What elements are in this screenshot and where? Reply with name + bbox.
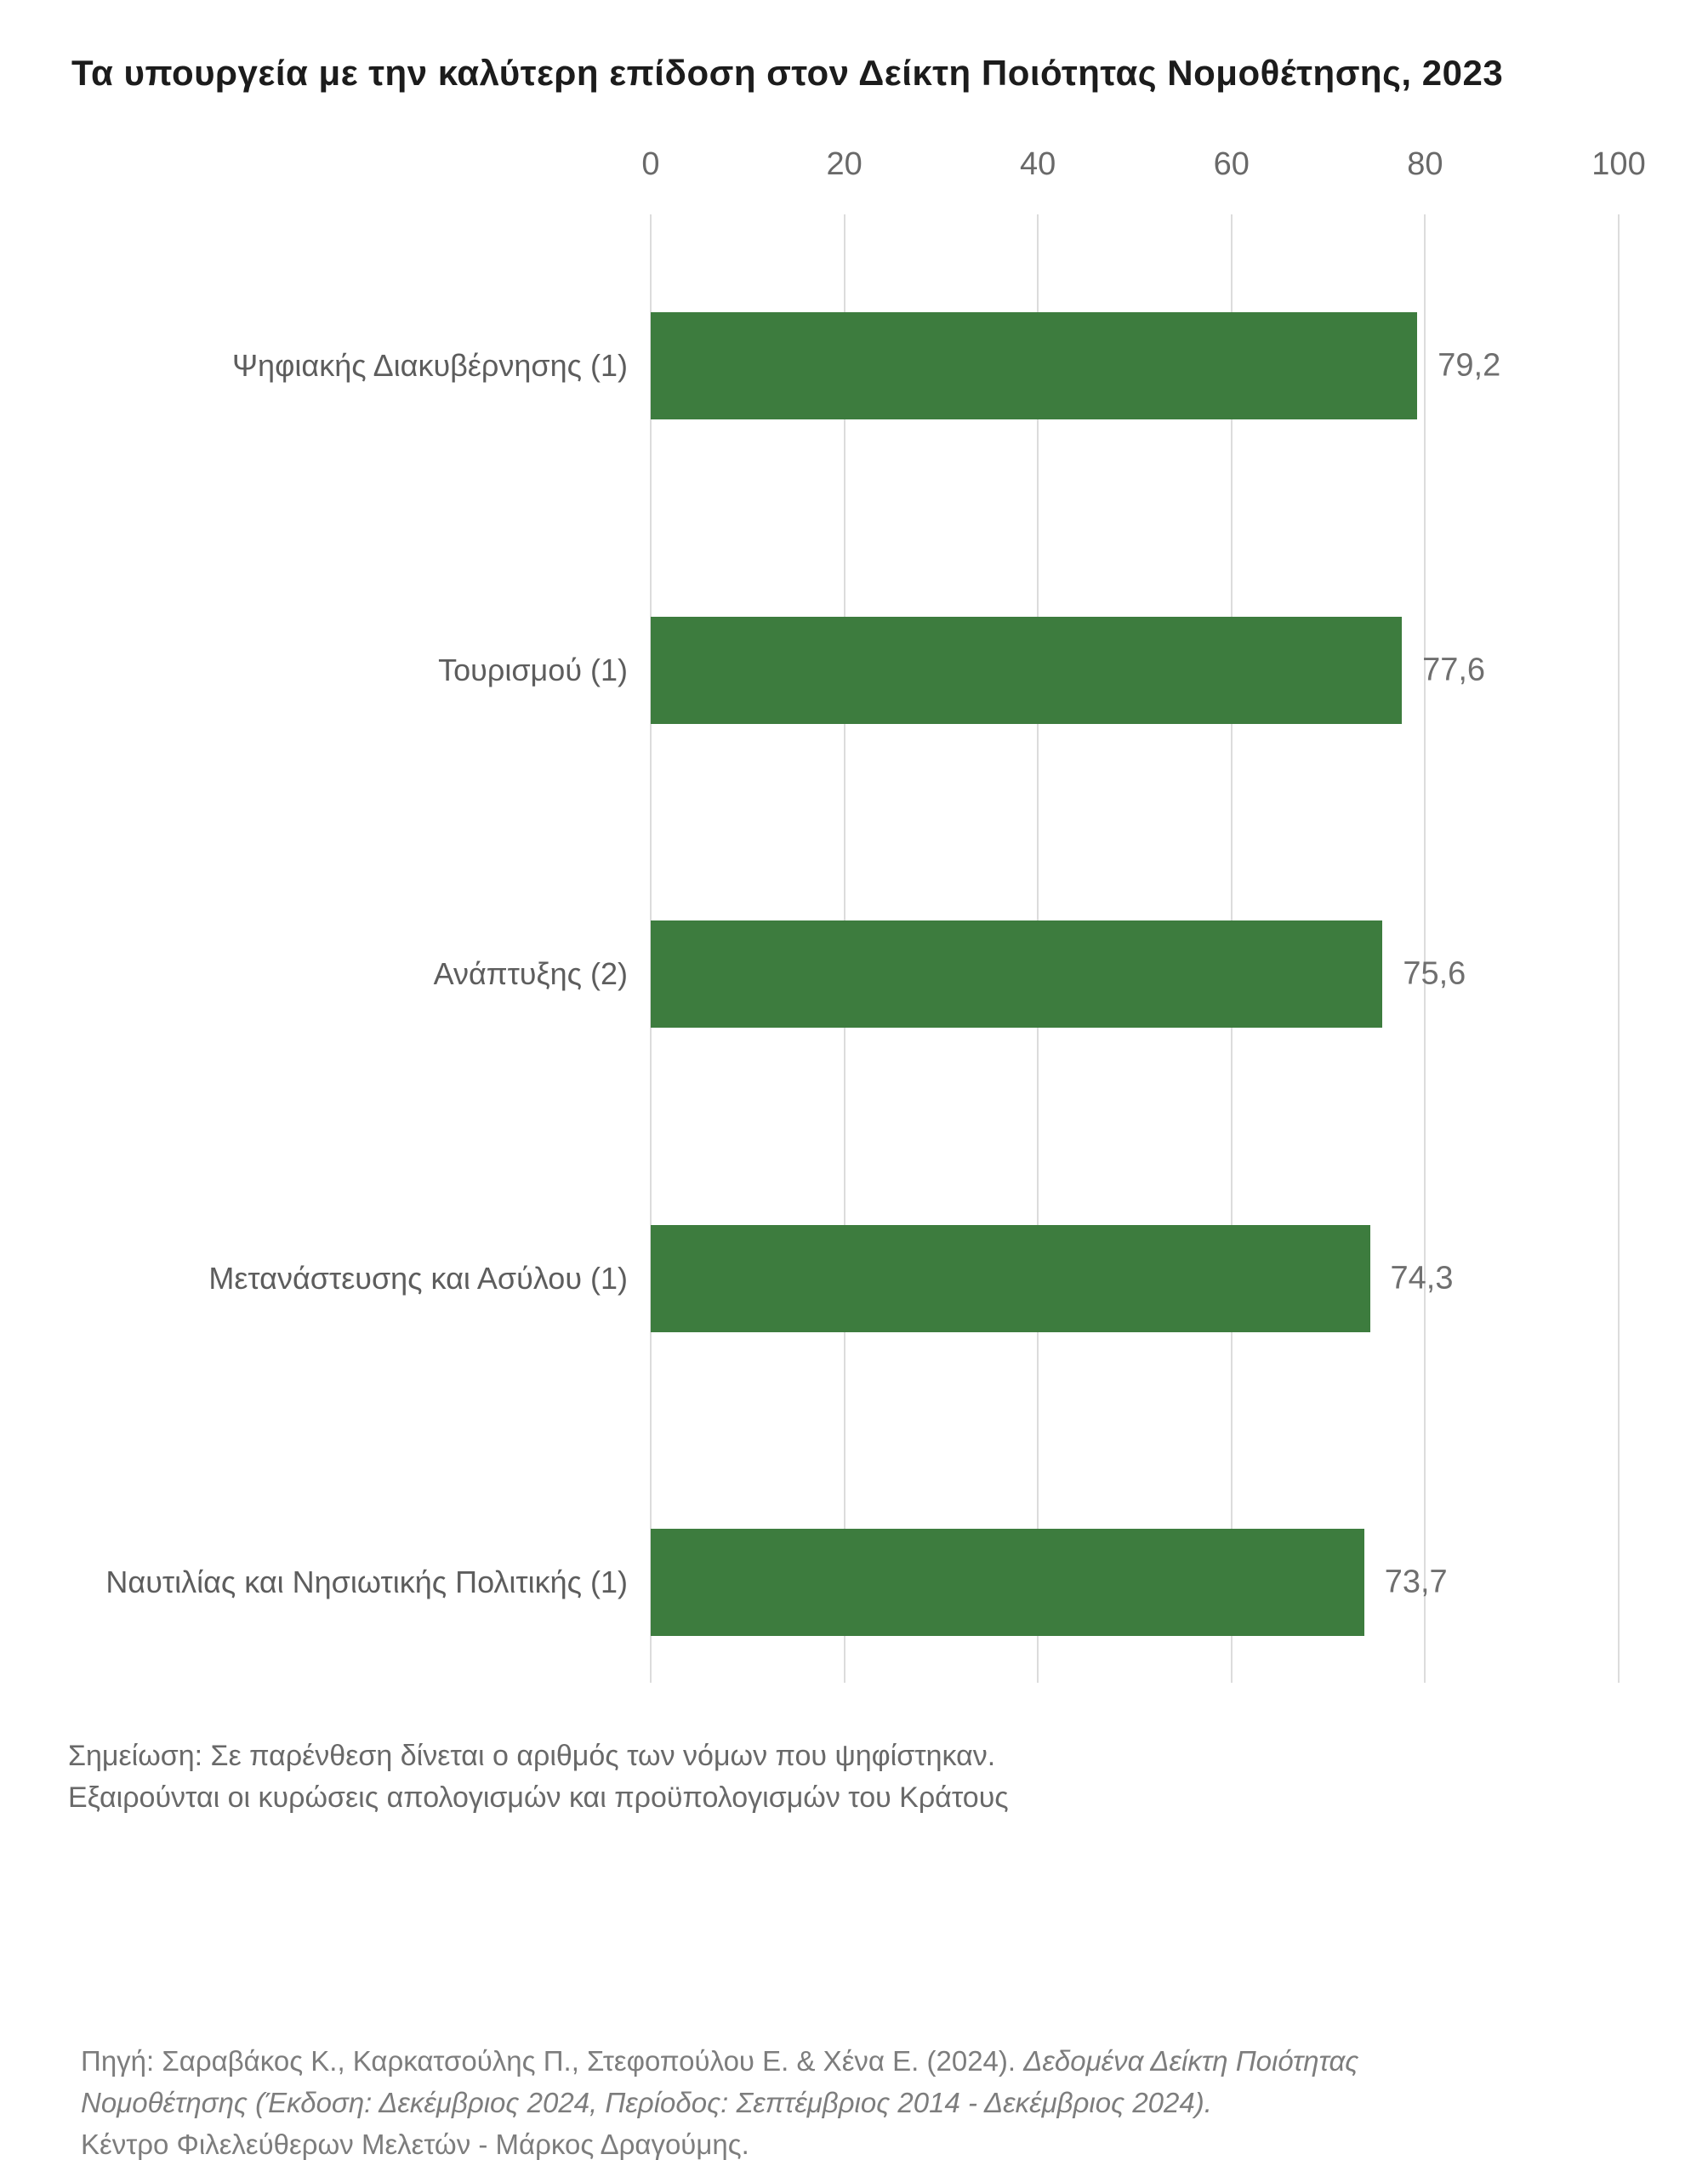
category-label: Τουρισμού (1) [438,652,628,687]
gridline-100 [1618,214,1620,1683]
x-tick-label-20: 20 [826,146,863,182]
x-tick-label-80: 80 [1407,146,1443,182]
note-line-1: Σημείωση: Σε παρένθεση δίνεται ο αριθμός… [68,1740,996,1772]
bar [651,1529,1364,1637]
gridline-80 [1424,214,1426,1683]
category-label: Ναυτιλίας και Νησιωτικής Πολιτικής (1) [105,1564,628,1600]
source-prefix: Πηγή: Σαραβάκος Κ., Καρκατσούλης Π., Στε… [81,2045,1024,2077]
bar [651,920,1383,1029]
chart-title: Τα υπουργεία με την καλύτερη επίδοση στο… [71,53,1504,93]
value-label: 75,6 [1403,955,1466,992]
bar [651,312,1418,419]
x-tick-label-60: 60 [1213,146,1250,182]
category-label: Ψηφιακής Διακυβέρνησης (1) [231,348,628,383]
value-label: 79,2 [1438,347,1501,384]
category-label: Μετανάστευσης και Ασύλου (1) [208,1260,628,1296]
category-label: Ανάπτυξης (2) [433,956,628,992]
x-tick-label-40: 40 [1020,146,1056,182]
value-label: 74,3 [1390,1260,1454,1297]
chart-source: Πηγή: Σαραβάκος Κ., Καρκατσούλης Π., Στε… [81,2040,1459,2160]
source-organization: Κέντρο Φιλελεύθερων Μελετών - Μάρκος Δρα… [81,2129,749,2160]
x-tick-label-100: 100 [1591,146,1646,182]
value-label: 77,6 [1422,652,1486,688]
note-line-2: Εξαιρούνται οι κυρώσεις απολογισμών και … [68,1781,1009,1814]
bar [651,1224,1370,1332]
chart-note: Σημείωση: Σε παρένθεση δίνεται ο αριθμός… [68,1735,1009,1819]
source-citation: Δεδομένα Δείκτη Ποιότητας Νομοθέτησης (Έ… [81,2045,1359,2118]
x-tick-label-0: 0 [641,146,660,182]
bar [651,616,1403,724]
value-label: 73,7 [1384,1564,1448,1600]
